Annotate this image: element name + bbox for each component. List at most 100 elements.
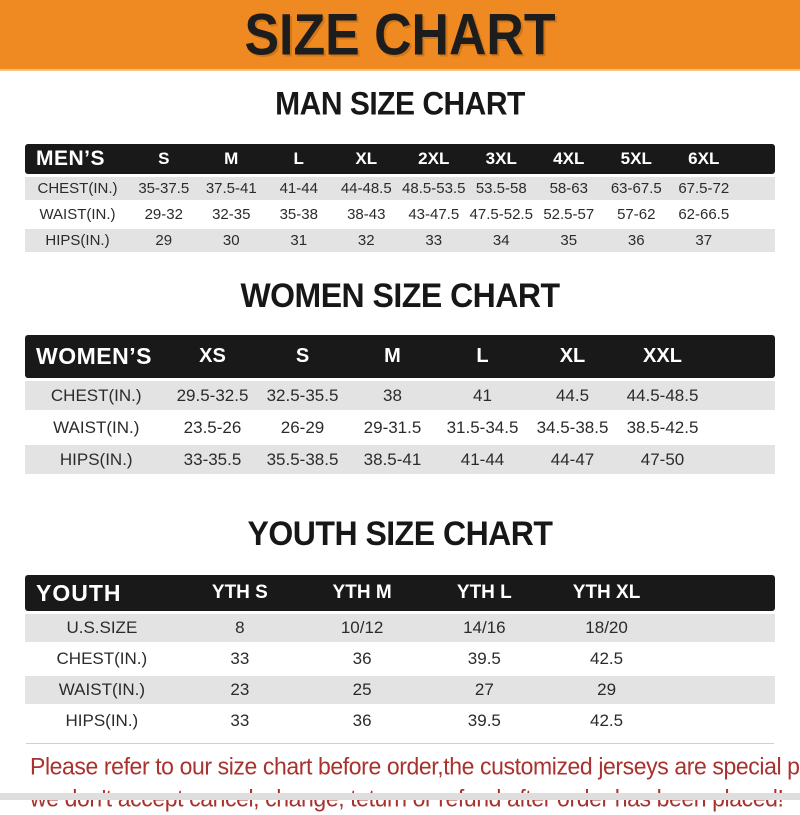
size-value: 58-63 xyxy=(535,177,603,200)
man-size-chart-title: MAN SIZE CHART xyxy=(275,86,525,123)
size-value: 38.5-42.5 xyxy=(617,413,708,442)
measurement-row: WAIST(IN.) 23.5-26 26-29 29-31.5 31.5-34.5 34… xyxy=(25,413,775,442)
size-value: 31 xyxy=(265,229,333,252)
bottom-edge-strip xyxy=(0,793,800,800)
size-value: 42.5 xyxy=(545,707,668,735)
size-value: 37 xyxy=(670,229,738,252)
men-size-table: MEN’S S M L XL 2XL 3XL 4XL 5XL 6XL CHEST(IN.) 35-37… xyxy=(25,141,775,255)
size-value: 53.5-58 xyxy=(467,177,535,200)
size-value: 41 xyxy=(437,381,528,410)
size-value: 34 xyxy=(467,229,535,252)
measurement-row: HIPS(IN.) 29 30 31 32 33 34 35 36 37 xyxy=(25,229,775,252)
size-value: 62-66.5 xyxy=(670,203,738,226)
size-value: 41-44 xyxy=(437,445,528,474)
size-value: 32-35 xyxy=(197,203,265,226)
size-value: 35 xyxy=(535,229,603,252)
size-value: 43-47.5 xyxy=(400,203,468,226)
size-column-header: 5XL xyxy=(602,144,670,174)
row-spacer xyxy=(707,413,775,442)
header-spacer xyxy=(707,335,775,378)
size-value: 29 xyxy=(545,676,668,704)
disclaimer-line-1: Please refer to our size chart before or… xyxy=(30,752,800,780)
size-value: 23 xyxy=(178,676,301,704)
measurement-row: CHEST(IN.) 35-37.5 37.5-41 41-44 44-48.5 48.5… xyxy=(25,177,775,200)
row-label: WAIST(IN.) xyxy=(25,676,179,704)
size-value: 44.5-48.5 xyxy=(617,381,708,410)
size-column-header: 4XL xyxy=(535,144,603,174)
row-spacer xyxy=(667,707,775,735)
group-label: WOMEN’S xyxy=(25,335,168,378)
size-value: 31.5-34.5 xyxy=(437,413,528,442)
size-value: 35-38 xyxy=(265,203,333,226)
size-value: 36 xyxy=(602,229,670,252)
size-column-header: YTH S xyxy=(178,575,301,611)
size-value: 29-32 xyxy=(130,203,198,226)
size-value: 47-50 xyxy=(617,445,708,474)
size-column-header: M xyxy=(347,335,438,378)
size-column-header: 3XL xyxy=(467,144,535,174)
size-value: 41-44 xyxy=(265,177,333,200)
row-spacer xyxy=(667,676,775,704)
size-header-row: MEN’S S M L XL 2XL 3XL 4XL 5XL 6XL xyxy=(25,144,775,174)
size-column-header: XL xyxy=(527,335,618,378)
size-value: 57-62 xyxy=(602,203,670,226)
size-value: 37.5-41 xyxy=(197,177,265,200)
measurement-row: CHEST(IN.) 29.5-32.5 32.5-35.5 38 41 44.5 44.5… xyxy=(25,381,775,410)
size-column-header: 2XL xyxy=(400,144,468,174)
size-value: 14/16 xyxy=(423,614,546,642)
size-column-header: S xyxy=(257,335,348,378)
header-spacer xyxy=(667,575,775,611)
size-value: 36 xyxy=(300,707,424,735)
size-column-header: XL xyxy=(332,144,400,174)
size-column-header: M xyxy=(197,144,265,174)
measurement-row: HIPS(IN.) 33-35.5 35.5-38.5 38.5-41 41-44 44-… xyxy=(25,445,775,474)
row-spacer xyxy=(667,614,775,642)
women-size-table: WOMEN’S XS S M L XL XXL CHEST(IN.) 29.5-32.5 32.5… xyxy=(25,332,775,477)
size-value: 18/20 xyxy=(545,614,668,642)
measurement-row: WAIST(IN.) 29-32 32-35 35-38 38-43 43-47.5 47.… xyxy=(25,203,775,226)
size-column-header: L xyxy=(265,144,333,174)
row-spacer xyxy=(737,177,775,200)
size-column-header: S xyxy=(130,144,198,174)
size-header-row: WOMEN’S XS S M L XL XXL xyxy=(25,335,775,378)
size-value: 34.5-38.5 xyxy=(527,413,618,442)
size-value: 42.5 xyxy=(545,645,668,673)
row-label: CHEST(IN.) xyxy=(25,645,179,673)
row-label: HIPS(IN.) xyxy=(25,229,130,252)
size-column-header: XS xyxy=(167,335,258,378)
measurement-row: U.S.SIZE 8 10/12 14/16 18/20 xyxy=(25,614,775,642)
size-value: 39.5 xyxy=(423,645,546,673)
row-label: CHEST(IN.) xyxy=(25,381,168,410)
measurement-row: WAIST(IN.) 23 25 27 29 xyxy=(25,676,775,704)
size-value: 29 xyxy=(130,229,198,252)
women-size-chart-title: WOMEN SIZE CHART xyxy=(240,275,560,315)
row-label: CHEST(IN.) xyxy=(25,177,130,200)
size-value: 44-47 xyxy=(527,445,618,474)
footer-divider xyxy=(26,743,774,744)
size-value: 36 xyxy=(300,645,424,673)
size-value: 33 xyxy=(178,645,301,673)
size-column-header: 6XL xyxy=(670,144,738,174)
size-value: 30 xyxy=(197,229,265,252)
size-value: 67.5-72 xyxy=(670,177,738,200)
row-label: HIPS(IN.) xyxy=(25,445,168,474)
size-value: 48.5-53.5 xyxy=(400,177,468,200)
size-value: 33-35.5 xyxy=(167,445,258,474)
size-column-header: YTH M xyxy=(300,575,424,611)
size-value: 29.5-32.5 xyxy=(167,381,258,410)
row-label: HIPS(IN.) xyxy=(25,707,179,735)
size-value: 39.5 xyxy=(423,707,546,735)
youth-size-table: YOUTH YTH S YTH M YTH L YTH XL U.S.SIZE 8 10/12… xyxy=(25,572,775,738)
size-column-header: XXL xyxy=(617,335,708,378)
size-header-row: YOUTH YTH S YTH M YTH L YTH XL xyxy=(25,575,775,611)
size-value: 33 xyxy=(178,707,301,735)
size-value: 38.5-41 xyxy=(347,445,438,474)
size-value: 32 xyxy=(332,229,400,252)
size-value: 10/12 xyxy=(300,614,424,642)
youth-size-chart-title: YOUTH SIZE CHART xyxy=(247,513,553,553)
youth-table: YOUTH YTH S YTH M YTH L YTH XL U.S.SIZE 8 10/12… xyxy=(25,572,775,738)
group-label: MEN’S xyxy=(25,144,130,174)
size-value: 27 xyxy=(423,676,546,704)
row-label: U.S.SIZE xyxy=(25,614,179,642)
size-chart-banner: SIZE CHART xyxy=(0,0,800,71)
